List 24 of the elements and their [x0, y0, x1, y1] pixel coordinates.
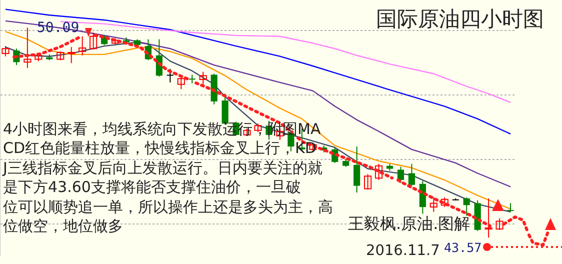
- candlestick: [2, 46, 10, 57]
- candlestick: [397, 166, 404, 184]
- candlestick: [408, 163, 415, 186]
- chart-title: 国际原油四小时图: [376, 6, 544, 33]
- candlestick: [507, 202, 514, 212]
- candlestick: [354, 146, 360, 194]
- candlestick: [496, 218, 504, 230]
- candlestick: [68, 46, 76, 64]
- candlestick: [484, 198, 492, 238]
- candlestick: [199, 71, 207, 85]
- candlestick: [90, 32, 98, 50]
- annotation: 43.57: [444, 240, 482, 255]
- candlestick: [430, 196, 438, 212]
- candlestick: [374, 163, 383, 181]
- candlestick: [78, 36, 86, 56]
- candlestick: [364, 174, 372, 190]
- candlestick: [188, 74, 196, 84]
- candlestick: [440, 196, 448, 208]
- candlestick: [177, 77, 185, 90]
- candlestick: [24, 27, 32, 68]
- annotation: 王毅枫.原油.图解: [348, 214, 470, 235]
- candlestick: [166, 68, 174, 83]
- annotation: 2016.11.7: [366, 243, 440, 259]
- candlestick: [463, 196, 470, 216]
